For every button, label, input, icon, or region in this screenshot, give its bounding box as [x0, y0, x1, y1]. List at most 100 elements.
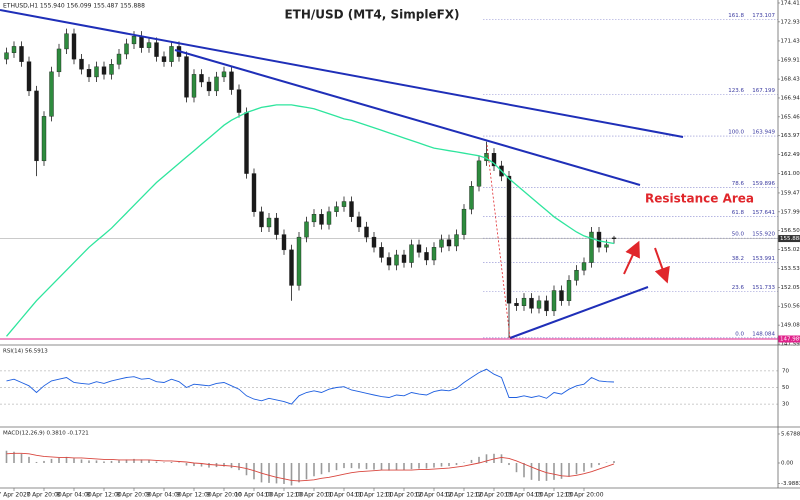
candle-body [41, 116, 47, 162]
histogram-bar [455, 462, 458, 466]
fib-ratio: 61.8 [732, 210, 745, 216]
candle-body [281, 234, 287, 251]
macd-title: MACD(12,26,9) 0.3810 -0.1721 [3, 431, 89, 437]
fib-ratio: 50.0 [732, 232, 745, 238]
candle-body [521, 297, 527, 306]
y-tick-label: 150.565 [781, 304, 800, 310]
y-tick-label: 159.475 [781, 190, 800, 196]
fib-ratio: 123.6 [728, 88, 744, 94]
candle-body [229, 71, 234, 90]
candle-body [4, 52, 9, 60]
histogram-bar [583, 462, 585, 472]
histogram-bar [110, 460, 113, 463]
histogram-bar [13, 451, 15, 463]
histogram-bar [140, 459, 143, 463]
histogram-bar [425, 462, 428, 469]
candle-body [379, 247, 384, 258]
candle-body [244, 112, 249, 174]
histogram-bar [560, 462, 563, 479]
histogram-bar [118, 460, 120, 463]
histogram-bar [598, 462, 600, 466]
candle-body [349, 201, 354, 217]
histogram-bar [358, 462, 360, 469]
fib-ratio: 161.8 [728, 13, 744, 19]
x-tick-label: 7 Apr 20:00 [26, 492, 61, 499]
candle-body [559, 290, 564, 301]
fib-price: 159.896 [752, 181, 775, 187]
histogram-bar [58, 457, 60, 463]
histogram-bar [613, 461, 615, 463]
fib-ratio: 0.0 [735, 331, 744, 337]
candle-body [251, 173, 257, 212]
y-tick-label: 168.430 [781, 77, 800, 83]
candle-body [409, 244, 414, 263]
x-tick-label: 13 Apr 20:00 [564, 492, 603, 499]
x-tick-label: 8 Apr 20:00 [116, 492, 151, 499]
arrow [654, 247, 670, 284]
histogram-bar [313, 462, 315, 477]
candle-body [536, 300, 542, 309]
y-tick-label: 30 [782, 402, 789, 408]
low-level-box [778, 335, 800, 343]
histogram-bar [245, 462, 248, 476]
fib-price: 151.733 [752, 285, 775, 291]
trend-line [509, 286, 649, 339]
candle-body [259, 211, 264, 228]
candle-body [356, 216, 362, 228]
fib-price: 163.949 [752, 130, 775, 136]
candle-body [146, 42, 152, 48]
histogram-bar [133, 458, 135, 463]
candle-body [401, 254, 407, 263]
histogram-bar [170, 461, 173, 463]
candle-body [529, 297, 534, 309]
x-tick-label: 12 Apr 20:00 [474, 492, 513, 499]
x-tick-label: 8 Apr 04:00 [56, 492, 91, 499]
histogram-bar [148, 459, 150, 463]
histogram-bar [448, 462, 450, 467]
y-tick-label: 153.535 [781, 266, 800, 272]
histogram-bar [28, 456, 30, 463]
candle-body [169, 46, 174, 62]
candle-body [394, 254, 399, 266]
candle-body [289, 249, 294, 286]
fib-ratio: 38.2 [732, 256, 744, 262]
fib-anchor-line [486, 144, 511, 339]
candle-body [116, 53, 122, 65]
histogram-bar [545, 462, 548, 481]
histogram-bar [95, 460, 98, 463]
candle-body [191, 74, 197, 98]
histogram-bar [418, 462, 420, 469]
fib-price: 157.641 [752, 210, 775, 216]
candle-body [311, 214, 317, 223]
candle-body [326, 211, 332, 225]
candle-body [611, 237, 617, 239]
histogram-bar [208, 462, 210, 468]
histogram-bar [305, 462, 308, 480]
histogram-bar [403, 462, 405, 471]
histogram-bar [335, 462, 338, 471]
x-tick-label: 11 Apr 12:00 [354, 492, 393, 499]
y-tick-label: -3.9883 [781, 481, 800, 487]
candle-body [94, 66, 99, 78]
histogram-bar [478, 456, 480, 463]
histogram-bar [515, 462, 518, 473]
y-tick-label: 152.050 [781, 285, 800, 291]
candle-body [341, 201, 347, 207]
y-tick-label: 0.00 [781, 460, 794, 466]
candle-body [334, 206, 339, 212]
candle-body [184, 56, 189, 98]
trend-line [0, 9, 684, 138]
y-tick-label: 161.005 [781, 171, 800, 177]
candle-body [34, 90, 39, 162]
histogram-bar [410, 462, 413, 470]
candle-body [439, 239, 444, 248]
fib-price: 153.991 [752, 256, 775, 262]
histogram-bar [80, 459, 83, 463]
histogram-bar [5, 450, 8, 463]
candle-body [161, 56, 167, 62]
rsi-title: RSI(14) 56.5913 [3, 349, 48, 355]
histogram-bar [230, 462, 233, 469]
x-tick-label: 8 Apr 12:00 [86, 492, 121, 499]
candle-body [574, 269, 579, 281]
